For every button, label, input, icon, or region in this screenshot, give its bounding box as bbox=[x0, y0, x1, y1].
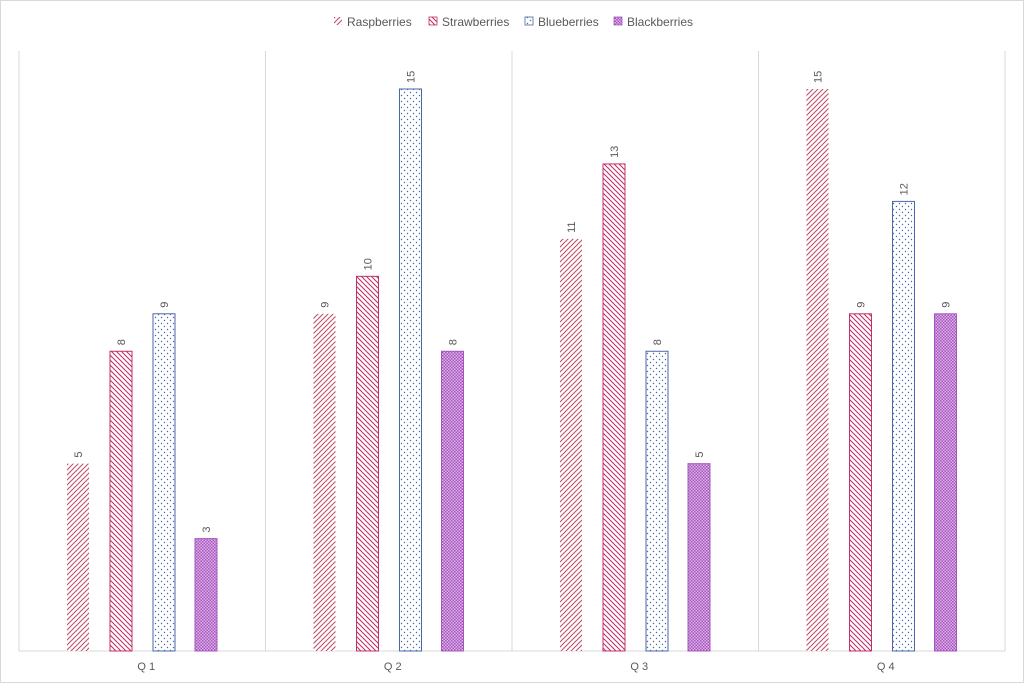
data-label-blackberries-q4: 9 bbox=[941, 302, 953, 308]
legend: Raspberries Strawberries Blueberries Blackb… bbox=[334, 15, 693, 29]
legend-item-raspberries: Raspberries bbox=[334, 15, 412, 29]
data-label-strawberries-q3: 13 bbox=[609, 146, 621, 158]
legend-swatch-strawberries bbox=[428, 16, 438, 26]
bar-blackberries-q4 bbox=[934, 313, 957, 652]
data-label-blueberries-q1: 9 bbox=[159, 302, 171, 308]
bar-raspberries-q3 bbox=[560, 238, 582, 651]
bar-raspberries-q2 bbox=[313, 313, 336, 651]
data-label-strawberries-q2: 10 bbox=[363, 258, 375, 270]
legend-label-blueberries: Blueberries bbox=[538, 15, 599, 29]
bar-strawberries-q4 bbox=[849, 313, 872, 652]
legend-swatch-blueberries bbox=[524, 16, 534, 26]
data-label-raspberries-q1: 5 bbox=[73, 452, 85, 458]
data-label-raspberries-q4: 15 bbox=[813, 71, 825, 83]
legend-label-strawberries: Strawberries bbox=[442, 15, 509, 29]
legend-swatch-blackberries bbox=[613, 16, 623, 26]
legend-swatch-raspberries bbox=[334, 17, 342, 25]
category-label-q1: Q 1 bbox=[137, 661, 155, 673]
legend-item-blueberries: Blueberries bbox=[524, 15, 599, 29]
bar-raspberries-q4 bbox=[806, 89, 829, 651]
bar-blueberries-q3 bbox=[645, 350, 669, 652]
data-label-blueberries-q3: 8 bbox=[652, 339, 664, 345]
category-dividers bbox=[18, 51, 1006, 651]
bar-blackberries-q1 bbox=[194, 538, 218, 652]
data-label-blackberries-q1: 3 bbox=[201, 526, 213, 532]
legend-label-blackberries: Blackberries bbox=[627, 15, 693, 29]
data-labels: 5 8 9 3 9 10 15 8 11 13 8 5 15 9 12 9 bbox=[73, 71, 953, 533]
category-labels: Q 1 Q 2 Q 3 Q 4 bbox=[137, 661, 894, 673]
bar-blueberries-q2 bbox=[399, 88, 422, 652]
bar-blackberries-q3 bbox=[687, 463, 711, 652]
data-label-strawberries-q1: 8 bbox=[116, 339, 128, 345]
bar-raspberries-q1 bbox=[67, 463, 89, 651]
data-label-blackberries-q2: 8 bbox=[448, 339, 460, 345]
bars bbox=[67, 88, 957, 652]
legend-label-raspberries: Raspberries bbox=[347, 15, 412, 29]
category-label-q4: Q 4 bbox=[877, 661, 895, 673]
bar-strawberries-q1 bbox=[109, 350, 133, 652]
data-label-raspberries-q3: 11 bbox=[566, 221, 578, 232]
category-label-q3: Q 3 bbox=[630, 661, 648, 673]
bar-strawberries-q3 bbox=[602, 163, 626, 652]
legend-item-blackberries: Blackberries bbox=[613, 15, 693, 29]
bar-blackberries-q2 bbox=[441, 350, 464, 652]
data-label-raspberries-q2: 9 bbox=[320, 302, 332, 308]
bar-blueberries-q4 bbox=[892, 200, 915, 652]
data-label-blueberries-q2: 15 bbox=[406, 71, 418, 83]
category-label-q2: Q 2 bbox=[384, 661, 402, 673]
data-label-strawberries-q4: 9 bbox=[856, 302, 868, 308]
bar-blueberries-q1 bbox=[152, 313, 176, 652]
data-label-blackberries-q3: 5 bbox=[694, 452, 706, 458]
data-label-blueberries-q4: 12 bbox=[899, 183, 911, 195]
legend-item-strawberries: Strawberries bbox=[428, 15, 509, 29]
bar-strawberries-q2 bbox=[356, 275, 379, 652]
